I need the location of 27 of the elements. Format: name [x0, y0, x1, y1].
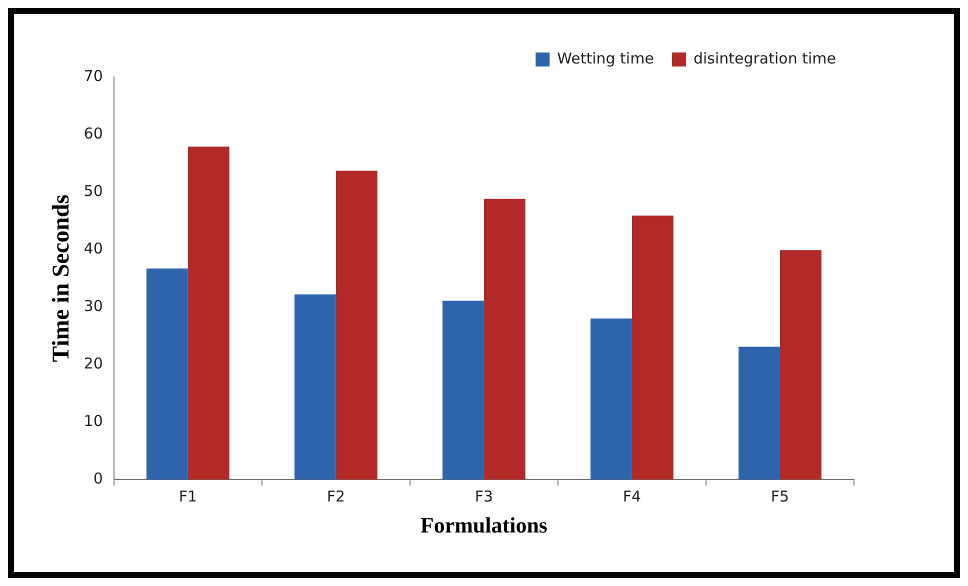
- bar: [336, 170, 378, 480]
- x-axis-title: Formulations: [420, 512, 548, 538]
- y-tick-label: 60: [84, 124, 103, 142]
- x-tick-label: F1: [178, 487, 197, 506]
- x-tick-label: F2: [326, 487, 346, 506]
- x-tick-label: F4: [622, 487, 642, 506]
- y-tick-label: 50: [84, 182, 103, 200]
- y-tick-label: 10: [84, 412, 103, 430]
- bar: [738, 346, 780, 480]
- bar: [484, 198, 526, 480]
- y-tick-label: 20: [84, 354, 103, 372]
- y-tick-label: 0: [93, 469, 103, 488]
- y-tick-label: 40: [84, 239, 103, 258]
- bar: [590, 318, 632, 480]
- y-tick-label: 30: [84, 296, 103, 315]
- bar: [294, 294, 336, 480]
- bar: [442, 300, 484, 480]
- y-tick-label: 70: [84, 66, 103, 85]
- legend-label: Wetting time: [557, 49, 654, 68]
- bar: [188, 146, 230, 480]
- legend-label: disintegration time: [693, 49, 836, 68]
- bar: [780, 250, 822, 480]
- bar: [146, 268, 188, 480]
- x-tick-label: F3: [474, 487, 494, 506]
- y-axis-title: Time in Seconds: [48, 194, 75, 362]
- x-tick-label: F5: [770, 487, 790, 506]
- bar: [632, 216, 674, 480]
